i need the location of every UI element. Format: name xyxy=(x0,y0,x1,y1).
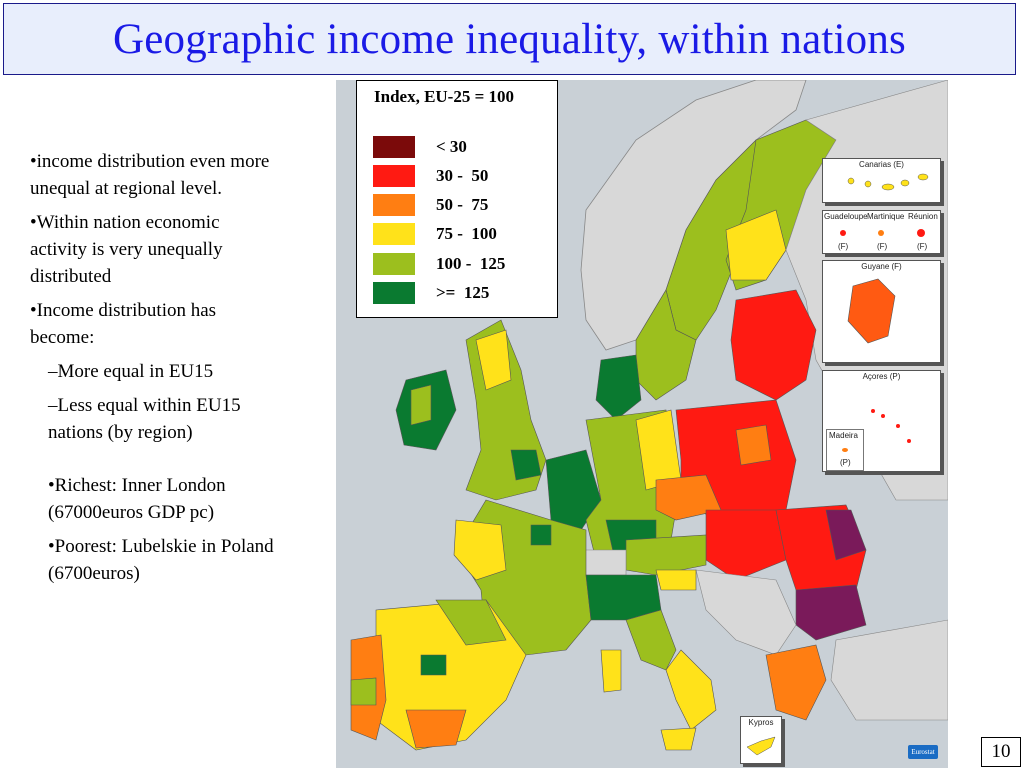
uk-north-region xyxy=(475,329,512,391)
london-region xyxy=(510,449,542,481)
legend-item-4: 75 - 100 xyxy=(373,223,553,245)
inset-canarias-map xyxy=(847,173,929,191)
inset-madeira-label: Madeira xyxy=(829,431,858,440)
inset-acores-map xyxy=(871,409,911,443)
turkey-region xyxy=(830,619,948,721)
inset-madeira-map xyxy=(842,448,848,452)
inset-canarias-label: Canarias (E) xyxy=(859,160,904,169)
inset-reunion-label: Réunion xyxy=(908,212,938,221)
inset-kypros: Kypros xyxy=(740,716,782,764)
inset-kypros-map xyxy=(746,736,776,756)
legend-label-6: >= 125 xyxy=(436,283,490,302)
page-number: 10 xyxy=(981,737,1021,767)
denmark-region xyxy=(595,354,642,421)
bullet-3: •Income distribution has become: xyxy=(30,300,217,348)
romania-northeast-region xyxy=(825,509,867,561)
lisbon-region xyxy=(350,677,377,706)
balkans-region xyxy=(695,569,797,656)
legend-label-1: < 30 xyxy=(436,137,467,156)
bullet-4: •Richest: Inner London (67000euros GDP p… xyxy=(48,475,226,523)
inset-acores: Açores (P) Madeira (P) xyxy=(822,370,941,472)
inset-acores-label: Açores (P) xyxy=(862,372,901,381)
legend: Index, EU-25 = 100 < 30 30 - 50 50 - 75 … xyxy=(356,80,558,318)
legend-swatch-2 xyxy=(373,165,415,187)
inset-kypros-label: Kypros xyxy=(748,718,774,727)
paris-region xyxy=(530,524,552,546)
legend-swatch-4 xyxy=(373,223,415,245)
czech-region xyxy=(655,474,722,521)
legend-item-6: >= 125 xyxy=(373,282,553,304)
spain-northeast-region xyxy=(435,599,507,646)
legend-label-5: 100 - 125 xyxy=(436,254,506,273)
greece-region xyxy=(765,644,827,721)
italy-central-region xyxy=(625,609,677,671)
legend-swatch-5 xyxy=(373,253,415,275)
inset-dom-map xyxy=(840,229,925,237)
spain-south-region xyxy=(405,709,467,749)
slide-title: Geographic income inequality, within nat… xyxy=(113,16,906,63)
baltic-states-region xyxy=(730,289,817,401)
italy-south-region xyxy=(665,649,717,731)
bulgaria-region xyxy=(795,584,867,641)
france-west-region xyxy=(453,519,507,581)
bullet-3b: –Less equal within EU15 nations (by regi… xyxy=(48,395,241,443)
legend-item-2: 30 - 50 xyxy=(373,165,553,187)
inset-madeira: Madeira (P) xyxy=(826,429,864,471)
inset-f2-label: (F) xyxy=(877,242,888,251)
finland-south-region xyxy=(725,209,787,281)
slovakia-hungary-region xyxy=(705,509,787,581)
inset-f3-label: (F) xyxy=(917,242,928,251)
switzerland-region xyxy=(580,549,627,576)
inset-canarias: Canarias (E) xyxy=(822,158,941,203)
legend-label-4: 75 - 100 xyxy=(436,224,497,243)
sardinia-region xyxy=(600,649,622,693)
madrid-region xyxy=(420,654,447,676)
bullet-3a: –More equal in EU15 xyxy=(48,361,214,382)
sicily-region xyxy=(660,727,697,751)
legend-title: Index, EU-25 = 100 xyxy=(374,87,515,106)
map-svg xyxy=(350,80,948,751)
legend-item-1: < 30 xyxy=(373,136,553,158)
bullet-5: •Poorest: Lubelskie in Poland (6700euros… xyxy=(48,536,274,584)
ireland-west-region xyxy=(410,384,432,426)
inset-dom: Guadeloupe Martinique Réunion (F) (F) (F… xyxy=(822,210,941,254)
inset-guyane: Guyane (F) xyxy=(822,260,941,363)
inset-guadeloupe-label: Guadeloupe xyxy=(824,212,868,221)
inset-f1-label: (F) xyxy=(838,242,849,251)
legend-swatch-1 xyxy=(373,136,415,158)
eurostat-logo: Eurostat xyxy=(908,745,938,759)
bullet-list: •income distribution even more unequal a… xyxy=(30,148,280,594)
legend-label-2: 30 - 50 xyxy=(436,166,489,185)
legend-item-3: 50 - 75 xyxy=(373,194,553,216)
poland-central-region xyxy=(735,424,772,466)
legend-label-3: 50 - 75 xyxy=(436,195,489,214)
inset-madeira-p-label: (P) xyxy=(840,458,851,467)
austria-region xyxy=(625,534,707,576)
legend-item-5: 100 - 125 xyxy=(373,253,553,275)
inset-guyane-map xyxy=(847,278,896,344)
bullet-2: •Within nation economic activity is very… xyxy=(30,212,223,287)
legend-swatch-3 xyxy=(373,194,415,216)
legend-swatch-6 xyxy=(373,282,415,304)
slovenia-region xyxy=(655,569,697,591)
inset-guyane-label: Guyane (F) xyxy=(861,262,902,271)
bullet-1: •income distribution even more unequal a… xyxy=(30,151,270,199)
title-box: Geographic income inequality, within nat… xyxy=(3,3,1016,75)
inset-martinique-label: Martinique xyxy=(867,212,905,221)
